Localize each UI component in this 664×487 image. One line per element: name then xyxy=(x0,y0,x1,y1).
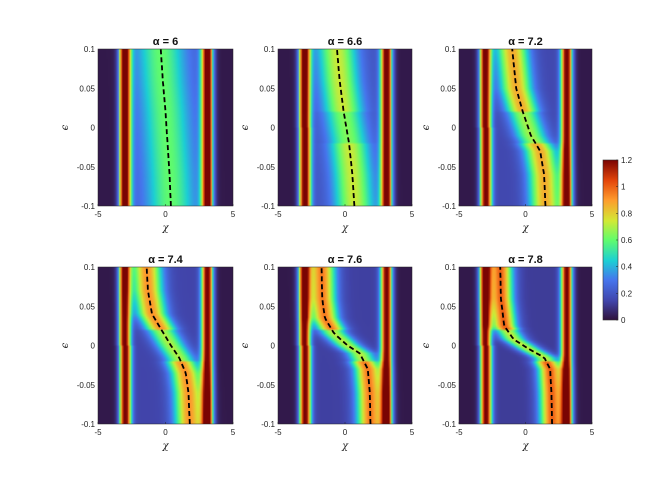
panel-title: α = 6 xyxy=(153,36,178,48)
y-tick-label: -0.1 xyxy=(442,420,456,429)
panel-3: α = 7.2 -5 0 5 0.1 0.05 0 -0.05 -0.1 χ ϵ xyxy=(421,36,595,234)
x-tick-label: -5 xyxy=(274,428,282,437)
x-tick-label: 0 xyxy=(523,428,528,437)
x-tick-label: 5 xyxy=(590,428,595,437)
x-tick-label: 5 xyxy=(231,210,236,219)
y-tick-label: 0 xyxy=(452,124,457,133)
heatmap-image xyxy=(98,49,233,206)
x-tick-label: 0 xyxy=(343,210,348,219)
x-axis-label: χ xyxy=(521,441,529,452)
y-tick-label: 0 xyxy=(452,342,457,351)
y-tick-label: -0.05 xyxy=(438,163,457,172)
x-axis-label: χ xyxy=(521,223,529,234)
y-tick-label: 0 xyxy=(91,124,96,133)
y-tick-label: 0.1 xyxy=(264,45,276,54)
panel-1: α = 6 -5 0 5 0.1 0.05 0 -0.05 -0.1 χ ϵ xyxy=(60,36,236,234)
x-axis-label: χ xyxy=(161,223,169,234)
colorbar-ticks: 1.2 1 0.8 0.6 0.4 0.2 0 xyxy=(616,156,633,325)
x-tick-label: 0 xyxy=(343,428,348,437)
y-axis-label: ϵ xyxy=(240,342,251,348)
y-tick-label: 0.05 xyxy=(79,302,95,311)
y-tick-label: -0.05 xyxy=(438,381,457,390)
y-tick-label: -0.1 xyxy=(261,420,275,429)
dashed-curve xyxy=(320,267,372,425)
x-tick-label: 0 xyxy=(523,210,528,219)
colorbar-tick-label: 0.8 xyxy=(621,209,633,218)
y-tick-label: 0.05 xyxy=(259,84,275,93)
x-tick-label: -5 xyxy=(455,428,463,437)
heatmap-image xyxy=(278,49,412,206)
dashed-curve xyxy=(336,48,356,207)
y-tick-label: -0.05 xyxy=(257,381,276,390)
panel-title: α = 7.2 xyxy=(508,36,543,48)
dashed-curve xyxy=(145,266,191,425)
x-axis-label: χ xyxy=(341,441,349,452)
y-axis-label: ϵ xyxy=(60,342,71,348)
y-tick-label: -0.05 xyxy=(257,163,276,172)
panel-6: α = 7.8 -5 0 5 0.1 0.05 0 -0.05 -0.1 χ ϵ xyxy=(421,254,595,452)
panel-5: α = 7.6 -5 0 5 0.1 0.05 0 -0.05 -0.1 χ ϵ xyxy=(240,254,415,452)
y-tick-label: 0.05 xyxy=(440,84,456,93)
dashed-curve xyxy=(511,48,547,207)
panel-title: α = 7.4 xyxy=(148,254,183,266)
y-tick-label: -0.1 xyxy=(81,420,95,429)
colorbar-tick-label: 1.2 xyxy=(621,156,633,165)
colorbar-tick-label: 0.4 xyxy=(621,263,633,272)
colorbar-tick-label: 0 xyxy=(621,316,626,325)
y-tick-label: 0.05 xyxy=(79,84,95,93)
y-tick-label: 0.1 xyxy=(264,263,276,272)
y-tick-label: 0.1 xyxy=(445,45,457,54)
y-tick-label: -0.1 xyxy=(442,202,456,211)
y-axis-label: ϵ xyxy=(421,342,432,348)
x-tick-label: 0 xyxy=(163,428,168,437)
heatmap-image xyxy=(98,267,233,424)
colorbar-tick-label: 0.2 xyxy=(621,289,633,298)
y-tick-label: 0.1 xyxy=(84,45,96,54)
x-axis-label: χ xyxy=(161,441,169,452)
y-tick-label: -0.05 xyxy=(77,381,96,390)
y-tick-label: -0.05 xyxy=(77,163,96,172)
dashed-curve xyxy=(499,266,553,425)
y-tick-label: -0.1 xyxy=(81,202,95,211)
y-tick-label: 0.1 xyxy=(84,263,96,272)
y-tick-label: 0 xyxy=(271,342,276,351)
x-tick-label: -5 xyxy=(455,210,463,219)
y-tick-label: -0.1 xyxy=(261,202,275,211)
y-axis-label: ϵ xyxy=(421,124,432,130)
colorbar-gradient xyxy=(602,159,619,321)
y-tick-label: 0.05 xyxy=(259,302,275,311)
y-tick-label: 0 xyxy=(91,342,96,351)
dashed-curve xyxy=(159,48,172,207)
panel-2: α = 6.6 -5 0 5 0.1 0.05 0 -0.05 -0.1 χ ϵ xyxy=(240,36,415,234)
panels: α = 6 -5 0 5 0.1 0.05 0 -0.05 -0.1 χ ϵ α = 6.6 -5 0 5 0… xyxy=(60,36,595,452)
colorbar: 1.2 1 0.8 0.6 0.4 0.2 0 xyxy=(602,156,633,325)
x-axis-label: χ xyxy=(341,223,349,234)
x-tick-label: 5 xyxy=(410,210,415,219)
y-axis-label: ϵ xyxy=(60,124,71,130)
heatmap-image xyxy=(459,49,592,206)
panel-4: α = 7.4 -5 0 5 0.1 0.05 0 -0.05 -0.1 χ ϵ xyxy=(60,254,236,452)
panel-title: α = 7.6 xyxy=(328,254,363,266)
colorbar-tick-label: 0.6 xyxy=(621,236,633,245)
heatmap-image xyxy=(459,267,592,424)
x-tick-label: 5 xyxy=(231,428,236,437)
panel-title: α = 7.8 xyxy=(508,254,543,266)
x-tick-label: -5 xyxy=(274,210,282,219)
x-tick-label: 5 xyxy=(590,210,595,219)
panel-title: α = 6.6 xyxy=(328,36,363,48)
colorbar-tick-label: 1 xyxy=(621,183,626,192)
x-tick-label: -5 xyxy=(94,428,102,437)
heatmap-image xyxy=(278,267,412,424)
x-tick-label: 5 xyxy=(410,428,415,437)
y-tick-label: 0 xyxy=(271,124,276,133)
y-tick-label: 0.1 xyxy=(445,263,457,272)
x-tick-label: -5 xyxy=(94,210,102,219)
y-tick-label: 0.05 xyxy=(440,302,456,311)
x-tick-label: 0 xyxy=(163,210,168,219)
y-axis-label: ϵ xyxy=(240,124,251,130)
